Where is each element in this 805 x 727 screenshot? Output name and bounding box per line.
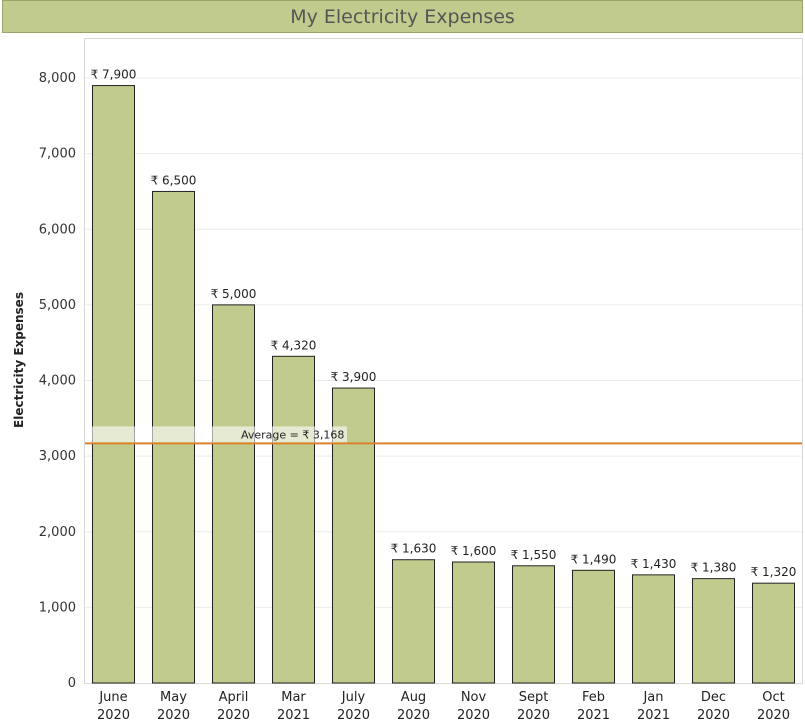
bar [272,355,315,684]
x-tick-label-month: Mar [281,690,306,705]
x-tick-label-year: 2021 [577,708,610,723]
x-tick-label-month: July [341,690,366,705]
x-axis-ticks: June 2020 May 2020 April 2020 Mar 2021 July 2020 A… [97,690,790,723]
data-label: ₹ 5,000 [211,287,257,301]
y-tick-label: 1,000 [39,600,76,615]
bar [632,574,675,684]
y-tick-label: 6,000 [39,222,76,237]
x-tick-label-month: Jan [642,690,663,705]
x-tick-label-month: May [160,690,187,705]
data-label: ₹ 1,630 [391,542,437,556]
data-label: ₹ 1,430 [631,557,677,571]
y-tick-label: 7,000 [39,147,76,162]
x-tick-label-year: 2020 [517,708,550,723]
bar [512,565,555,684]
x-tick-label-month: Dec [701,690,726,705]
data-label: ₹ 1,320 [751,565,797,579]
plot-area-frame [84,38,803,684]
data-label: ₹ 1,380 [691,561,737,575]
data-label: ₹ 4,320 [271,338,317,352]
average-label: Average = ₹ 3,168 [241,428,344,441]
x-tick-label-year: 2020 [337,708,370,723]
x-tick-label-month: Oct [762,690,784,705]
chart-title: My Electricity Expenses [290,5,515,28]
x-tick-label-year: 2020 [97,708,130,723]
bar [752,582,795,684]
data-label: ₹ 1,550 [511,548,557,562]
y-axis-label: Electricity Expenses [12,292,26,428]
average-reference: Average = ₹ 3,168 [85,426,802,445]
x-tick-label-month: April [219,690,249,705]
bar [392,559,435,684]
bar [92,85,135,684]
y-tick-label: 0 [68,676,76,691]
x-tick-label-month: Nov [461,690,487,705]
y-tick-label: 5,000 [39,298,76,313]
x-tick-label-month: Feb [582,690,605,705]
data-label: ₹ 1,600 [451,544,497,558]
bars [92,85,795,684]
bar [692,578,735,684]
x-tick-label-year: 2020 [157,708,190,723]
x-tick-label-year: 2020 [697,708,730,723]
y-tick-label: 2,000 [39,525,76,540]
data-label: ₹ 1,490 [571,552,617,566]
chart-title-bar: My Electricity Expenses [2,0,803,33]
bar [572,569,615,684]
x-tick-label-month: Aug [401,690,426,705]
x-tick-label-year: 2020 [217,708,250,723]
y-tick-label: 4,000 [39,374,76,389]
x-tick-label-year: 2020 [457,708,490,723]
data-label: ₹ 3,900 [331,370,377,384]
data-label: ₹ 6,500 [151,173,197,187]
y-tick-label: 3,000 [39,449,76,464]
y-tick-label: 8,000 [39,71,76,86]
x-tick-label-year: 2021 [637,708,670,723]
y-axis-ticks: 0 1,000 2,000 3,000 4,000 5,000 6,000 7,000 8,00… [39,71,76,691]
x-tick-label-month: Sept [519,690,549,705]
bar [452,561,495,684]
x-tick-label-month: June [98,690,127,705]
x-tick-label-year: 2020 [757,708,790,723]
bar [212,304,255,684]
average-label-band [87,426,347,444]
data-labels: ₹ 7,900 ₹ 6,500 ₹ 5,000 ₹ 4,320 ₹ 3,900 ₹ 1,6… [91,68,797,580]
data-label: ₹ 7,900 [91,68,137,82]
gridlines [85,77,802,608]
x-tick-label-year: 2021 [277,708,310,723]
x-tick-label-year: 2020 [397,708,430,723]
